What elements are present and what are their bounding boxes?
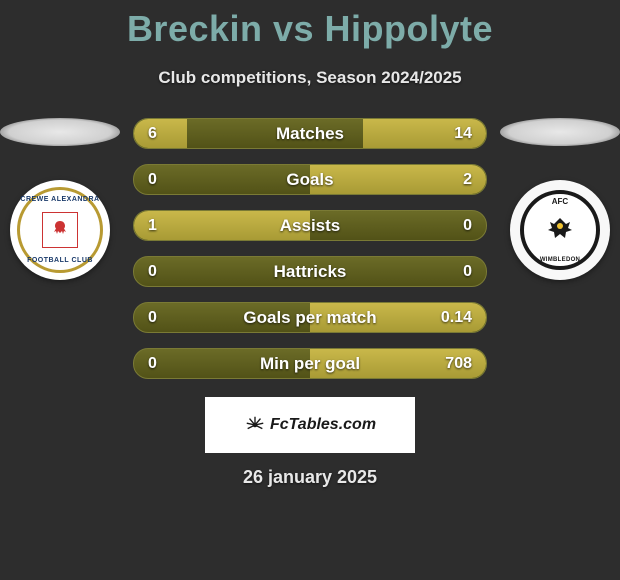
crest-right-top-text: AFC [552, 197, 568, 206]
footer-date: 26 january 2025 [0, 467, 620, 488]
stat-label: Goals [286, 170, 333, 190]
lion-emblem-icon [42, 212, 78, 248]
stat-row: 0 Hattricks 0 [133, 256, 487, 287]
eagle-emblem-icon [540, 210, 580, 250]
stat-row: 1 Assists 0 [133, 210, 487, 241]
left-club-crest: CREWE ALEXANDRA FOOTBALL CLUB [10, 180, 110, 280]
stat-value-right: 0 [463, 217, 472, 235]
stat-row: 0 Goals 2 [133, 164, 487, 195]
stats-list: 6 Matches 14 0 Goals 2 1 Assists 0 0 Hattricks 0 0 Go… [133, 118, 487, 379]
stat-value-left: 1 [148, 217, 157, 235]
stat-label: Matches [276, 124, 344, 144]
stat-value-left: 6 [148, 125, 157, 143]
stat-value-right: 0 [463, 263, 472, 281]
stat-value-left: 0 [148, 171, 157, 189]
right-club-column: AFC WIMBLEDON [500, 118, 620, 280]
crest-right-bottom-text: WIMBLEDON [540, 257, 580, 263]
stat-fill-left [134, 119, 187, 148]
stat-row: 0 Goals per match 0.14 [133, 302, 487, 333]
sunburst-icon [244, 414, 266, 436]
content-area: CREWE ALEXANDRA FOOTBALL CLUB AFC WIMBLE… [0, 118, 620, 379]
stat-value-right: 2 [463, 171, 472, 189]
right-club-crest: AFC WIMBLEDON [510, 180, 610, 280]
stat-label: Assists [280, 216, 340, 236]
stat-value-left: 0 [148, 309, 157, 327]
stat-value-left: 0 [148, 355, 157, 373]
crest-left-ring: CREWE ALEXANDRA FOOTBALL CLUB [17, 187, 103, 273]
stat-label: Hattricks [274, 262, 347, 282]
crest-right-ring: AFC WIMBLEDON [520, 190, 600, 270]
crest-left-top-text: CREWE ALEXANDRA [20, 196, 99, 203]
footer-brand-text: FcTables.com [270, 416, 376, 434]
stat-value-left: 0 [148, 263, 157, 281]
stat-label: Goals per match [243, 308, 376, 328]
crest-left-bottom-text: FOOTBALL CLUB [27, 257, 93, 264]
stat-value-right: 708 [445, 355, 472, 373]
stat-value-right: 14 [454, 125, 472, 143]
comparison-title: Breckin vs Hippolyte [0, 0, 620, 50]
stat-value-right: 0.14 [441, 309, 472, 327]
ellipse-shadow-left [0, 118, 120, 146]
footer-brand-box[interactable]: FcTables.com [205, 397, 415, 453]
comparison-subtitle: Club competitions, Season 2024/2025 [0, 68, 620, 88]
stat-label: Min per goal [260, 354, 360, 374]
left-club-column: CREWE ALEXANDRA FOOTBALL CLUB [0, 118, 120, 280]
stat-row: 6 Matches 14 [133, 118, 487, 149]
stat-row: 0 Min per goal 708 [133, 348, 487, 379]
ellipse-shadow-right [500, 118, 620, 146]
stat-fill-right [310, 165, 486, 194]
lion-icon [48, 218, 72, 242]
